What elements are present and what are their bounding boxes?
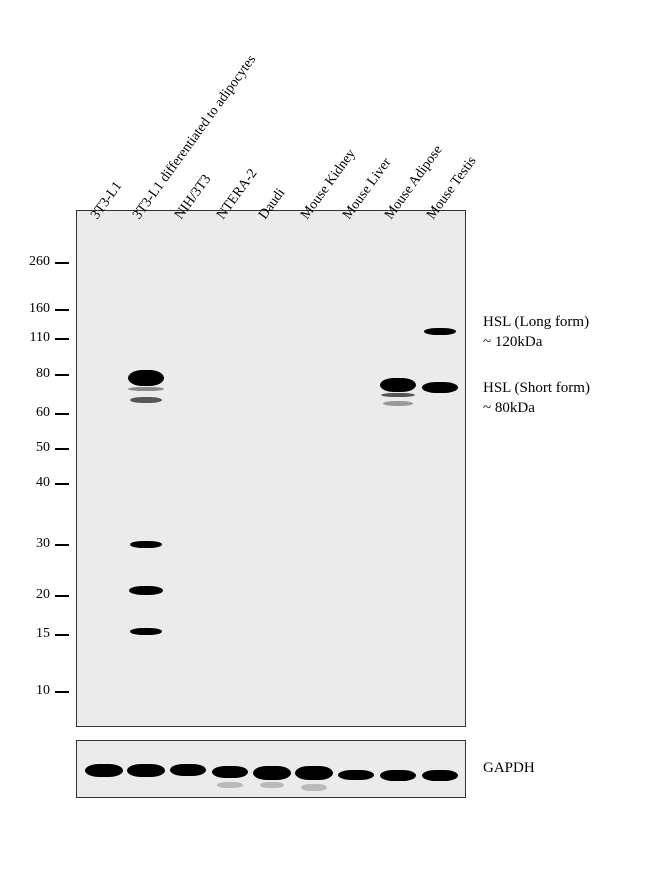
mw-label: 30 [18, 536, 50, 552]
mw-label: 110 [18, 330, 50, 346]
blot-band [130, 628, 162, 635]
gapdh-band [380, 770, 416, 781]
main-blot [76, 210, 466, 727]
band-annotation: HSL (Long form) [483, 314, 589, 331]
mw-tick [55, 374, 69, 376]
blot-band [424, 328, 456, 335]
mw-tick [55, 634, 69, 636]
mw-tick [55, 262, 69, 264]
mw-label: 40 [18, 475, 50, 491]
blot-band [422, 382, 458, 393]
band-annotation: ~ 80kDa [483, 400, 535, 417]
gapdh-band [295, 766, 333, 780]
blot-band [128, 387, 164, 391]
gapdh-band [85, 764, 123, 777]
mw-label: 15 [18, 626, 50, 642]
mw-label: 60 [18, 405, 50, 421]
mw-tick [55, 448, 69, 450]
gapdh-band [422, 770, 458, 781]
gapdh-smear [217, 782, 243, 788]
blot-band [383, 401, 413, 406]
gapdh-smear [301, 784, 327, 791]
blot-band [380, 378, 416, 392]
mw-tick [55, 544, 69, 546]
mw-label: 10 [18, 683, 50, 699]
blot-band [130, 397, 162, 403]
gapdh-band [338, 770, 374, 780]
mw-tick [55, 483, 69, 485]
gapdh-band [253, 766, 291, 780]
blot-band [381, 393, 415, 397]
gapdh-band [212, 766, 248, 778]
band-annotation: GAPDH [483, 760, 535, 777]
mw-tick [55, 338, 69, 340]
gapdh-band [170, 764, 206, 776]
mw-tick [55, 309, 69, 311]
band-annotation: ~ 120kDa [483, 334, 542, 351]
mw-label: 260 [18, 254, 50, 270]
gapdh-band [127, 764, 165, 777]
band-annotation: HSL (Short form) [483, 380, 590, 397]
mw-label: 20 [18, 587, 50, 603]
blot-band [130, 541, 162, 548]
mw-tick [55, 595, 69, 597]
blot-band [128, 370, 164, 386]
mw-tick [55, 413, 69, 415]
mw-label: 50 [18, 440, 50, 456]
blot-band [129, 586, 163, 595]
gapdh-smear [260, 782, 284, 788]
mw-label: 160 [18, 301, 50, 317]
mw-label: 80 [18, 366, 50, 382]
mw-tick [55, 691, 69, 693]
